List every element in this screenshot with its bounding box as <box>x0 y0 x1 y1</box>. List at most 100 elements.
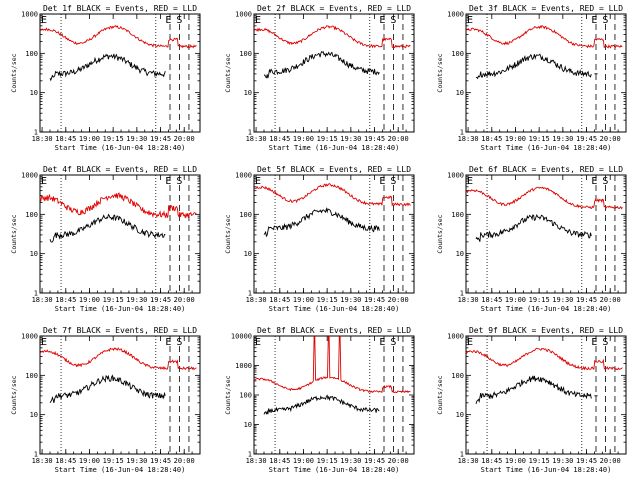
plot-frame <box>253 13 415 133</box>
panel-det-4: Det 4f BLACK = Events, RED = LLD 1 10 100 10… <box>10 165 201 313</box>
y-tick-label: 1 <box>248 290 252 298</box>
x-tick-label: 19:30 <box>126 296 147 304</box>
x-tick-label: 18:30 <box>246 135 267 143</box>
x-tick-label: 19:45 <box>364 135 385 143</box>
x-tick-label: 20:00 <box>388 135 409 143</box>
y-tick-label: 1 <box>460 129 464 137</box>
panel-det-5: Det 5f BLACK = Events, RED = LLD 1 10 100 10… <box>224 165 415 313</box>
y-tick-label: 100 <box>239 50 252 58</box>
x-axis-label: Start Time (16-Jun-04 18:28:40) <box>55 466 186 474</box>
y-tick-label: 1000 <box>447 333 464 341</box>
marker-label: S <box>602 176 608 187</box>
y-tick-label: 1 <box>34 451 38 459</box>
lld-series-line <box>253 25 411 49</box>
x-axis-label: Start Time (16-Jun-04 18:28:40) <box>269 144 400 152</box>
marker-label: S <box>602 15 608 26</box>
lld-series-line <box>39 25 197 49</box>
x-tick-label: 20:00 <box>388 296 409 304</box>
panel-det-7: Det 7f BLACK = Events, RED = LLD 1 10 100 10… <box>10 326 201 474</box>
x-tick-label: 19:45 <box>576 457 597 465</box>
panel-title: Det 5f BLACK = Events, RED = LLD <box>257 165 411 174</box>
y-axis-label: Counts/sec <box>436 375 444 414</box>
x-tick-label: 20:00 <box>174 457 195 465</box>
y-tick-label: 100 <box>451 372 464 380</box>
x-tick-label: 19:30 <box>552 135 573 143</box>
x-tick-label: 19:00 <box>79 135 100 143</box>
x-tick-label: 19:45 <box>576 296 597 304</box>
x-tick-label: 19:00 <box>79 296 100 304</box>
y-tick-label: 10 <box>244 250 252 258</box>
y-tick-label: 100 <box>25 211 38 219</box>
x-tick-label: 19:15 <box>529 296 550 304</box>
lld-series-line <box>39 347 197 371</box>
panel-title: Det 4f BLACK = Events, RED = LLD <box>43 165 197 174</box>
y-axis-label: Counts/sec <box>10 214 18 253</box>
marker-label: E <box>591 337 597 348</box>
marker-label: E <box>467 15 473 26</box>
x-tick-label: 19:45 <box>150 457 171 465</box>
y-tick-label: 100 <box>239 211 252 219</box>
y-axis-label: Counts/sec <box>224 375 232 414</box>
marker-label: E <box>467 176 473 187</box>
marker-label: E <box>255 15 261 26</box>
panel-title: Det 8f BLACK = Events, RED = LLD <box>257 326 411 335</box>
y-tick-label: 100 <box>25 50 38 58</box>
marker-label: E <box>41 176 47 187</box>
marker-label: E <box>255 337 261 348</box>
x-axis-label: Start Time (16-Jun-04 18:28:40) <box>481 466 612 474</box>
plot-frame <box>39 335 201 455</box>
marker-label: S <box>176 337 182 348</box>
x-tick-label: 20:00 <box>174 135 195 143</box>
x-tick-label: 19:00 <box>293 135 314 143</box>
marker-label: E <box>467 337 473 348</box>
y-tick-label: 1000 <box>21 333 38 341</box>
x-axis-label: Start Time (16-Jun-04 18:28:40) <box>55 305 186 313</box>
y-tick-label: 10 <box>244 421 252 429</box>
y-tick-label: 1000 <box>21 172 38 180</box>
x-axis-label: Start Time (16-Jun-04 18:28:40) <box>269 466 400 474</box>
x-tick-label: 18:45 <box>481 296 502 304</box>
y-tick-label: 10 <box>456 250 464 258</box>
marker-label: E <box>41 337 47 348</box>
x-tick-label: 20:00 <box>600 457 621 465</box>
y-tick-label: 10 <box>456 411 464 419</box>
marker-label: E <box>379 176 385 187</box>
lld-series-line <box>253 183 411 207</box>
x-tick-label: 19:30 <box>552 296 573 304</box>
events-series-line <box>263 50 380 79</box>
x-axis-label: Start Time (16-Jun-04 18:28:40) <box>481 144 612 152</box>
y-tick-label: 1000 <box>235 362 252 370</box>
x-tick-label: 19:45 <box>576 135 597 143</box>
marker-label: S <box>390 337 396 348</box>
events-series-line <box>263 394 380 415</box>
y-tick-label: 10 <box>30 250 38 258</box>
panel-det-9: Det 9f BLACK = Events, RED = LLD 1 10 100 10… <box>436 326 627 474</box>
x-tick-label: 19:15 <box>103 296 124 304</box>
marker-label: E <box>165 337 171 348</box>
panel-det-8: Det 8f BLACK = Events, RED = LLD 1 10 100 10… <box>224 326 415 474</box>
y-tick-label: 1 <box>460 290 464 298</box>
x-tick-label: 18:30 <box>32 457 53 465</box>
lld-series-line <box>39 192 197 219</box>
panel-title: Det 1f BLACK = Events, RED = LLD <box>43 4 197 13</box>
y-axis-label: Counts/sec <box>10 53 18 92</box>
x-axis-label: Start Time (16-Jun-04 18:28:40) <box>55 144 186 152</box>
x-tick-label: 18:45 <box>55 296 76 304</box>
events-series-line <box>475 53 592 80</box>
marker-label: S <box>176 15 182 26</box>
x-tick-label: 19:30 <box>126 135 147 143</box>
x-tick-label: 20:00 <box>174 296 195 304</box>
marker-label: E <box>165 176 171 187</box>
y-tick-label: 10 <box>30 89 38 97</box>
x-tick-label: 19:15 <box>529 457 550 465</box>
x-tick-label: 18:45 <box>55 135 76 143</box>
x-tick-label: 19:00 <box>505 135 526 143</box>
panel-det-2: Det 2f BLACK = Events, RED = LLD 1 10 100 10… <box>224 4 415 152</box>
y-axis-label: Counts/sec <box>436 53 444 92</box>
y-tick-label: 1000 <box>447 11 464 19</box>
marker-label: S <box>390 176 396 187</box>
plot-frame <box>39 174 201 294</box>
panel-title: Det 3f BLACK = Events, RED = LLD <box>469 4 623 13</box>
marker-label: S <box>602 337 608 348</box>
